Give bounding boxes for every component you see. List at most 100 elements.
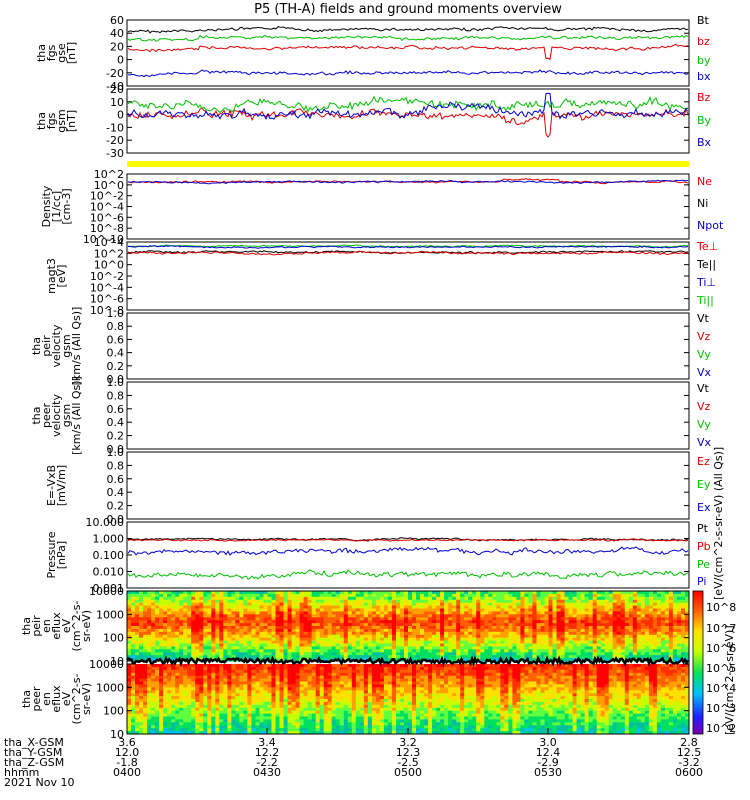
spectrogram-cell <box>560 596 565 601</box>
spectrogram-cell <box>371 637 377 642</box>
spectrogram-cell <box>147 678 152 682</box>
spectrogram-cell <box>420 599 425 604</box>
spectrogram-cell <box>175 669 180 674</box>
spectrogram-cell <box>239 669 244 674</box>
spectrogram-cell <box>235 699 240 703</box>
spectrogram-cell <box>600 620 606 624</box>
spectrogram-cell <box>271 710 276 715</box>
spectrogram-cell <box>556 620 561 624</box>
spectrogram-cell <box>131 725 136 729</box>
spectrogram-cell <box>187 599 192 604</box>
spectrogram-cell <box>299 684 305 688</box>
spectrogram-cell <box>424 611 429 615</box>
spectrogram-cell <box>363 675 369 680</box>
spectrogram-cell <box>223 707 228 712</box>
spectrogram-cell <box>560 652 565 656</box>
spectrogram-cell <box>612 611 618 615</box>
spectrogram-cell <box>347 699 353 703</box>
spectrogram-cell <box>255 664 260 668</box>
spectrogram-cell <box>195 716 200 720</box>
spectrogram-cell <box>151 722 156 726</box>
spectrogram-cell <box>231 634 236 639</box>
spectrogram-cell <box>396 617 401 621</box>
spectrogram-cell <box>363 713 369 717</box>
spectrogram-cell <box>347 675 353 680</box>
spectrogram-cell <box>223 725 228 729</box>
spectrogram-cell <box>343 719 349 723</box>
spectrogram-cell <box>363 725 369 729</box>
spectrogram-cell <box>203 731 208 735</box>
spectrogram-cell <box>299 731 305 735</box>
spectrogram-cell <box>420 617 425 621</box>
spectrogram-cell <box>416 637 421 642</box>
spectrogram-cell <box>600 637 606 642</box>
spectrogram-cell <box>127 614 132 618</box>
spectrogram-cell <box>295 655 301 659</box>
spectrogram-cell <box>191 643 196 647</box>
spectrogram-cell <box>520 628 525 633</box>
spectrogram-cell <box>355 602 361 607</box>
spectrogram-cell <box>620 623 626 627</box>
spectrogram-cell <box>548 634 553 639</box>
spectrogram-cell <box>219 608 224 612</box>
spectrogram-cell <box>355 637 361 642</box>
spectrogram-cell <box>295 713 301 717</box>
spectrogram-cell <box>219 611 224 615</box>
spectrogram-cell <box>231 699 236 703</box>
spectrogram-cell <box>608 614 614 618</box>
spectrogram-cell <box>508 652 513 656</box>
spectrogram-cell <box>612 655 618 659</box>
spectrogram-cell <box>664 658 670 662</box>
spectrogram-cell <box>532 620 537 624</box>
spectrogram-cell <box>363 599 369 604</box>
spectrogram-cell <box>652 652 658 656</box>
spectrogram-cell <box>231 643 236 647</box>
spectrogram-cell <box>191 693 196 697</box>
spectrogram-cell <box>199 643 204 647</box>
spectrogram-cell <box>267 596 272 601</box>
spectrogram-cell <box>347 664 353 668</box>
spectrogram-cell <box>131 666 136 671</box>
spectrogram-cell <box>327 731 333 735</box>
spectrogram-cell <box>175 591 180 595</box>
spectrogram-cell <box>215 599 220 604</box>
spectrogram-cell <box>396 631 401 636</box>
spectrogram-cell <box>552 640 557 644</box>
spectrogram-cell <box>612 649 618 653</box>
spectrogram-cell <box>592 652 598 656</box>
spectrogram-cell <box>291 707 297 712</box>
spectrogram-cell <box>496 626 501 630</box>
spectrogram-cell <box>640 617 646 621</box>
spectrogram-cell <box>287 664 293 668</box>
spectrogram-cell <box>175 634 180 639</box>
spectrogram-cell <box>303 713 309 717</box>
spectrogram-cell <box>584 634 590 639</box>
spectrogram-cell <box>560 605 565 609</box>
spectrogram-cell <box>476 593 481 598</box>
spectrogram-cell <box>436 608 441 612</box>
spectrogram-cell <box>496 623 501 627</box>
spectrogram-cell <box>367 710 373 715</box>
spectrogram-cell <box>568 631 574 636</box>
spectrogram-cell <box>484 655 489 659</box>
spectrogram-cell <box>363 704 369 709</box>
spectrogram-cell <box>387 628 393 633</box>
spectrogram-cell <box>677 637 682 642</box>
spectrogram-cell <box>440 652 445 656</box>
spectrogram-cell <box>656 608 662 612</box>
spectrogram-cell <box>175 666 180 671</box>
spectrogram-cell <box>508 617 513 621</box>
spectrogram-cell <box>159 602 164 607</box>
spectrogram-cell <box>203 701 208 706</box>
spectrogram-cell <box>371 620 377 624</box>
spectrogram-cell <box>243 719 248 723</box>
spectrogram-cell <box>416 605 421 609</box>
spectrogram-cell <box>183 678 188 682</box>
spectrogram-cell <box>251 696 256 700</box>
spectrogram-cell <box>339 605 345 609</box>
spectrogram-cell <box>259 699 264 703</box>
spectrogram-cell <box>355 725 361 729</box>
spectrogram-cell <box>331 684 337 688</box>
spectrogram-cell <box>351 666 357 671</box>
spectrogram-cell <box>287 637 293 642</box>
